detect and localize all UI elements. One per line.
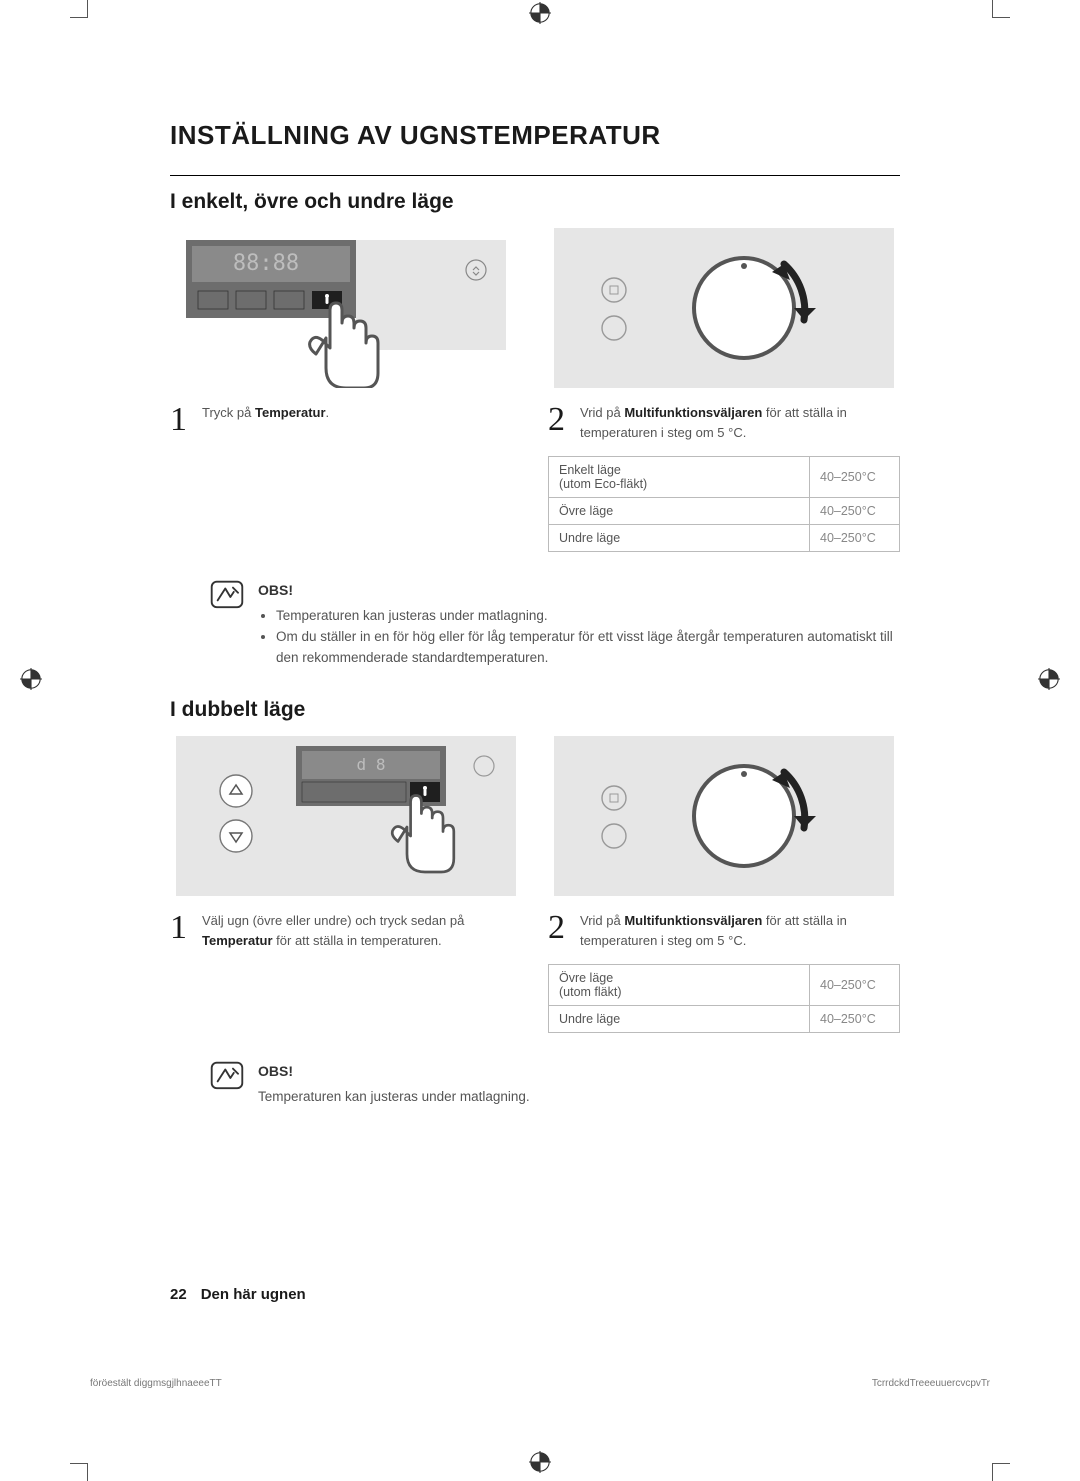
section-name: Den här ugnen	[201, 1286, 306, 1303]
table-row: Övre läge 40–250°C	[549, 498, 900, 525]
illustration-knob-turn	[548, 228, 900, 388]
page-title: INSTÄLLNING AV UGNSTEMPERATUR	[170, 120, 900, 151]
section1-col-right: 2 Vrid på Multifunktionsväljaren för att…	[548, 228, 900, 552]
crop-mark-br	[992, 1463, 1010, 1481]
step-number-1: 1	[170, 403, 192, 437]
step-number-2: 2	[548, 403, 570, 437]
illustration-dual-panel: d 8	[170, 736, 522, 896]
table-row: Enkelt läge (utom Eco-fläkt) 40–250°C	[549, 457, 900, 498]
page-content: INSTÄLLNING AV UGNSTEMPERATUR I enkelt, …	[170, 120, 900, 1138]
section2-step1: 1 Välj ugn (övre eller undre) och tryck …	[170, 911, 522, 950]
section1-obs: OBS! Temperaturen kan justeras under mat…	[170, 580, 900, 668]
table-row: Undre läge 40–250°C	[549, 525, 900, 552]
table-row: Övre läge (utom fläkt) 40–250°C	[549, 965, 900, 1006]
table-cell-label: Övre läge (utom fläkt)	[549, 965, 810, 1006]
title-divider	[170, 175, 900, 176]
registration-mark-bottom	[529, 1451, 551, 1473]
table-cell-label: Övre läge	[549, 498, 810, 525]
step2-text: Vrid på Multifunktionsväljaren för att s…	[580, 911, 900, 950]
obs-body: OBS! Temperaturen kan justeras under mat…	[258, 1061, 530, 1108]
note-icon	[210, 580, 244, 610]
section1-heading: I enkelt, övre och undre läge	[170, 190, 900, 214]
step1-text: Tryck på Temperatur.	[202, 403, 329, 423]
section1-col-left: 88:88 1 Tryc	[170, 228, 522, 552]
table-cell-value: 40–250°C	[810, 498, 900, 525]
section2-temp-table: Övre läge (utom fläkt) 40–250°C Undre lä…	[548, 964, 900, 1033]
section1-temp-table: Enkelt läge (utom Eco-fläkt) 40–250°C Öv…	[548, 456, 900, 552]
registration-mark-right	[1038, 668, 1060, 690]
section2-obs: OBS! Temperaturen kan justeras under mat…	[170, 1061, 900, 1108]
step1-text: Välj ugn (övre eller undre) och tryck se…	[202, 911, 522, 950]
illustration-knob-turn-2	[548, 736, 900, 896]
section2-col-right: 2 Vrid på Multifunktionsväljaren för att…	[548, 736, 900, 1033]
table-cell-label: Enkelt läge (utom Eco-fläkt)	[549, 457, 810, 498]
obs-text: Temperaturen kan justeras under matlagni…	[258, 1087, 530, 1108]
table-cell-value: 40–250°C	[810, 1006, 900, 1033]
svg-text:d 8: d 8	[357, 755, 386, 774]
print-footnote: föröestält diggmsgjlhnaeeeTT TcrrdckdTre…	[90, 1378, 990, 1389]
note-icon	[210, 1061, 244, 1091]
obs-title: OBS!	[258, 1061, 530, 1083]
page-number: 22	[170, 1286, 187, 1303]
section1-step1: 1 Tryck på Temperatur.	[170, 403, 522, 437]
svg-text:88:88: 88:88	[233, 251, 299, 276]
page-footer: 22 Den här ugnen	[170, 1286, 900, 1303]
crop-mark-bl	[70, 1463, 88, 1481]
crop-mark-tr	[992, 0, 1010, 18]
section2-columns: d 8 1 Välj ugn (övre eller undre) och tr…	[170, 736, 900, 1033]
obs-item: Om du ställer in en för hög eller för lå…	[276, 627, 900, 669]
obs-item: Temperaturen kan justeras under matlagni…	[276, 606, 900, 627]
table-cell-value: 40–250°C	[810, 965, 900, 1006]
section2-heading: I dubbelt läge	[170, 698, 900, 722]
step-number-1: 1	[170, 911, 192, 945]
registration-mark-top	[529, 2, 551, 24]
footnote-right: TcrrdckdTreeeuuercvcpvTr	[872, 1378, 990, 1389]
section1-columns: 88:88 1 Tryc	[170, 228, 900, 552]
registration-mark-left	[20, 668, 42, 690]
footnote-left: föröestält diggmsgjlhnaeeeTT	[90, 1378, 222, 1389]
obs-body: OBS! Temperaturen kan justeras under mat…	[258, 580, 900, 668]
table-cell-label: Undre läge	[549, 1006, 810, 1033]
section2-step2: 2 Vrid på Multifunktionsväljaren för att…	[548, 911, 900, 950]
step2-text: Vrid på Multifunktionsväljaren för att s…	[580, 403, 900, 442]
table-cell-value: 40–250°C	[810, 525, 900, 552]
table-row: Undre läge 40–250°C	[549, 1006, 900, 1033]
crop-mark-tl	[70, 0, 88, 18]
step-number-2: 2	[548, 911, 570, 945]
table-cell-label: Undre läge	[549, 525, 810, 552]
illustration-control-panel: 88:88	[170, 228, 522, 388]
table-cell-value: 40–250°C	[810, 457, 900, 498]
section2-col-left: d 8 1 Välj ugn (övre eller undre) och tr…	[170, 736, 522, 1033]
obs-title: OBS!	[258, 580, 900, 602]
section1-step2: 2 Vrid på Multifunktionsväljaren för att…	[548, 403, 900, 442]
